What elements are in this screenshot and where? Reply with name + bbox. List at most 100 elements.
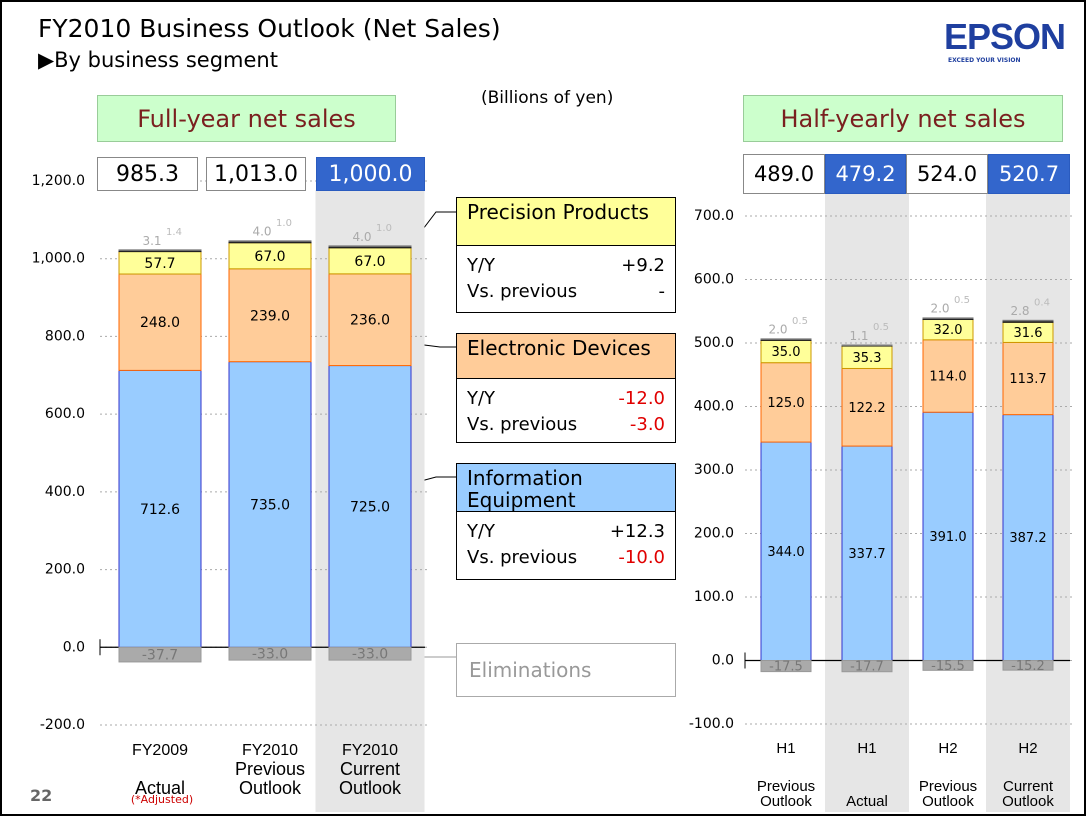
value-label: 1.0 xyxy=(276,218,292,229)
legend-values: Y/Y +9.2 Vs. previous - xyxy=(456,245,676,313)
legend-header: Information Equipment xyxy=(456,463,676,512)
bar-segment xyxy=(1002,660,1054,671)
x-tick-sublabel: Current Outlook xyxy=(1002,777,1054,811)
value-label: 35.3 xyxy=(853,351,882,366)
value-label: -37.7 xyxy=(142,648,178,664)
value-label: 0.4 xyxy=(1034,297,1050,308)
legend-header: Electronic Devices xyxy=(456,333,676,379)
total-box: 1,000.0 xyxy=(316,157,425,191)
value-label: 3.1 xyxy=(142,234,161,248)
value-label: 1.4 xyxy=(166,227,182,238)
legend-eliminations: Eliminations xyxy=(456,643,676,697)
x-tick-label: FY2010 xyxy=(341,742,399,759)
value-label: 67.0 xyxy=(254,249,285,265)
change-value: -10.0 xyxy=(618,547,665,568)
legend-header: Precision Products xyxy=(456,197,676,246)
value-label: 4.0 xyxy=(252,225,271,239)
value-label: 387.2 xyxy=(1009,531,1046,546)
total-box: 524.0 xyxy=(906,154,988,194)
legend-row: Y/Y -12.0 xyxy=(467,386,665,412)
value-label: 344.0 xyxy=(767,545,804,560)
x-tick-sublabel: Previous Outlook xyxy=(918,777,978,811)
y-tick-label: 400.0 xyxy=(694,399,734,415)
y-tick-label: -200.0 xyxy=(40,717,85,733)
y-tick-label: 0.0 xyxy=(712,653,734,669)
chart-title: Half-yearly net sales xyxy=(743,95,1063,142)
value-label: 1.1 xyxy=(849,329,868,343)
total-box: 489.0 xyxy=(743,154,825,194)
slide-subtitle: ▶By business segment xyxy=(38,48,278,72)
change-label: Vs. previous xyxy=(467,414,578,435)
bar-segment xyxy=(328,273,412,367)
x-tick-sublabel: Current Outlook xyxy=(338,759,402,799)
y-tick-label: 1,200.0 xyxy=(32,173,85,189)
total-box: 1,013.0 xyxy=(206,157,306,191)
x-tick-label: H1 xyxy=(776,740,796,757)
value-label: -15.5 xyxy=(931,659,965,674)
y-tick-label: 1,000.0 xyxy=(32,251,85,267)
legend-row: Vs. previous -10.0 xyxy=(467,545,665,571)
bar-segment xyxy=(228,646,312,661)
x-tick-label: FY2009 xyxy=(131,742,189,759)
legend-values: Y/Y +12.3 Vs. previous -10.0 xyxy=(456,511,676,580)
bar-segment xyxy=(922,411,974,661)
value-label: 735.0 xyxy=(250,497,290,513)
bar-segment xyxy=(1002,319,1054,322)
change-value: -12.0 xyxy=(618,388,665,409)
x-tick-sublabel: Previous Outlook xyxy=(756,777,816,811)
change-label: Vs. previous xyxy=(467,547,578,568)
bar-segment xyxy=(118,369,202,648)
total-box: 985.3 xyxy=(97,157,198,191)
y-tick-label: 300.0 xyxy=(694,462,734,478)
bar-segment xyxy=(922,339,974,413)
legend-row: Vs. previous -3.0 xyxy=(467,412,665,438)
y-tick-label: 100.0 xyxy=(694,589,734,605)
bar-segment xyxy=(841,367,893,447)
y-tick-label: 400.0 xyxy=(45,484,85,500)
value-label: 67.0 xyxy=(354,254,385,270)
change-value: +9.2 xyxy=(621,255,665,276)
x-tick-label: H2 xyxy=(1018,740,1038,757)
page-number: 22 xyxy=(30,786,53,805)
logo: EPSON xyxy=(944,16,1066,57)
total-box: 479.2 xyxy=(825,154,906,194)
value-label: 239.0 xyxy=(250,308,290,324)
bar-segment xyxy=(922,660,974,671)
value-label: 2.0 xyxy=(768,323,787,337)
value-label: 1.0 xyxy=(376,223,392,234)
bar-segment xyxy=(1002,414,1054,661)
x-tick-label: FY2010 xyxy=(241,742,299,759)
change-value: - xyxy=(658,281,666,302)
value-label: -33.0 xyxy=(252,647,288,663)
value-label: 122.2 xyxy=(848,401,885,416)
y-tick-label: 600.0 xyxy=(45,406,85,422)
legend-row: Y/Y +9.2 xyxy=(467,253,665,279)
y-tick-label: 600.0 xyxy=(694,272,734,288)
value-label: 113.7 xyxy=(1009,372,1046,387)
bar-segment xyxy=(118,249,202,251)
chart-title: Full-year net sales xyxy=(97,95,396,142)
bar-segment xyxy=(760,660,812,673)
value-label: -15.2 xyxy=(1011,659,1045,674)
value-label: 57.7 xyxy=(144,256,175,272)
change-label: Y/Y xyxy=(467,255,496,276)
y-tick-label: 200.0 xyxy=(45,562,85,578)
logo-tagline: EXCEED YOUR VISION xyxy=(948,57,1021,64)
annotation: (*Adjusted) xyxy=(130,793,194,806)
change-label: Y/Y xyxy=(467,388,496,409)
legend-row: Vs. previous - xyxy=(467,279,665,305)
value-label: 725.0 xyxy=(350,499,390,515)
x-tick-label: H1 xyxy=(857,740,877,757)
legend-row: Y/Y +12.3 xyxy=(467,519,665,545)
x-tick-sublabel: Previous Outlook xyxy=(234,759,306,799)
value-label: 2.8 xyxy=(1010,304,1029,318)
bar-segment xyxy=(922,317,974,319)
value-label: 125.0 xyxy=(767,396,804,411)
y-tick-label: 700.0 xyxy=(694,208,734,224)
value-label: 337.7 xyxy=(848,547,885,562)
change-label: Y/Y xyxy=(467,521,496,542)
bar-segment xyxy=(228,361,312,648)
change-label: Vs. previous xyxy=(467,281,578,302)
